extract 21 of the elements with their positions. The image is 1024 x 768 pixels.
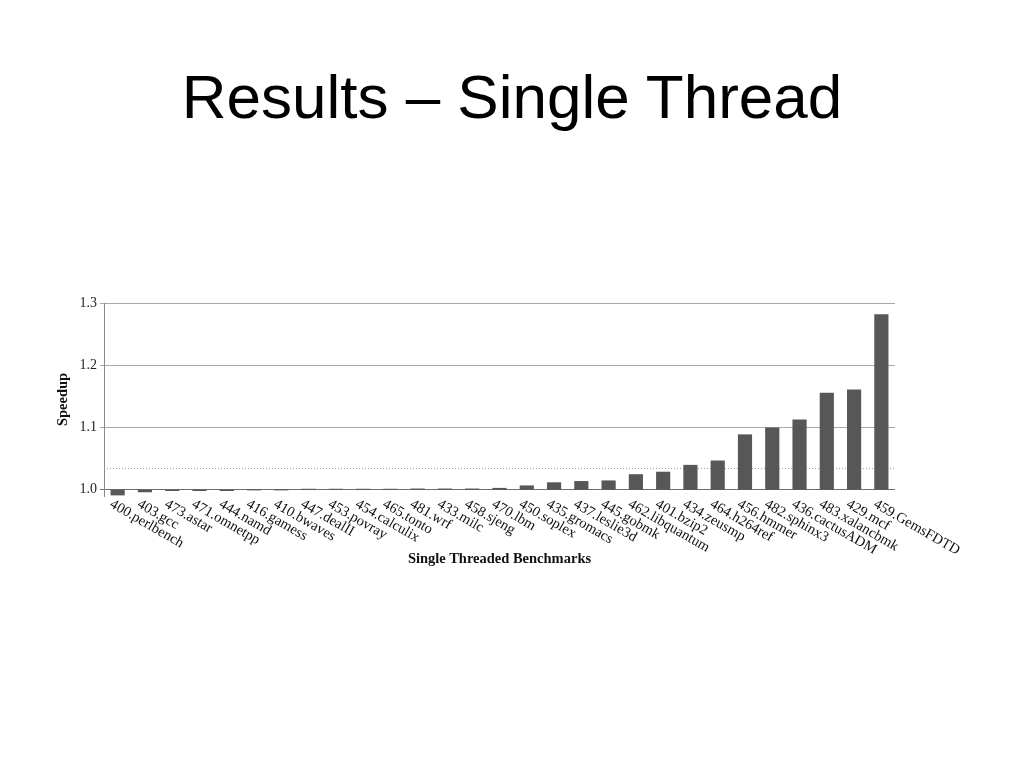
bar xyxy=(519,485,534,490)
bar xyxy=(574,481,589,490)
y-tick-label: 1.0 xyxy=(79,481,97,497)
bar xyxy=(546,482,562,490)
y-tick-label: 1.2 xyxy=(79,356,97,372)
bar xyxy=(737,434,753,490)
y-axis-title: Speedup xyxy=(54,372,71,427)
bar xyxy=(874,314,889,490)
bar xyxy=(656,471,671,490)
bar xyxy=(819,392,834,490)
bar xyxy=(628,474,643,490)
bar xyxy=(601,480,616,490)
chart-title: Results – Single Thread xyxy=(180,62,844,131)
y-tick-label: 1.1 xyxy=(79,419,97,435)
bar xyxy=(846,389,862,490)
bar xyxy=(765,427,780,490)
bar xyxy=(792,419,807,490)
bar xyxy=(710,460,725,490)
x-axis-title: Single Threaded Benchmarks xyxy=(407,549,592,566)
y-tick-label: 1.3 xyxy=(79,294,97,310)
bar xyxy=(683,464,698,490)
